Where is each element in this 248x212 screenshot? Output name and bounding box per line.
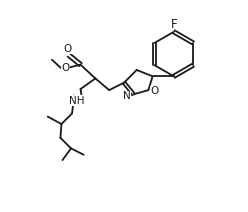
Text: O: O bbox=[64, 44, 72, 54]
Text: O: O bbox=[62, 63, 70, 73]
Text: NH: NH bbox=[68, 96, 84, 106]
Text: O: O bbox=[150, 86, 158, 96]
Text: F: F bbox=[171, 18, 177, 31]
Text: N: N bbox=[123, 91, 131, 102]
